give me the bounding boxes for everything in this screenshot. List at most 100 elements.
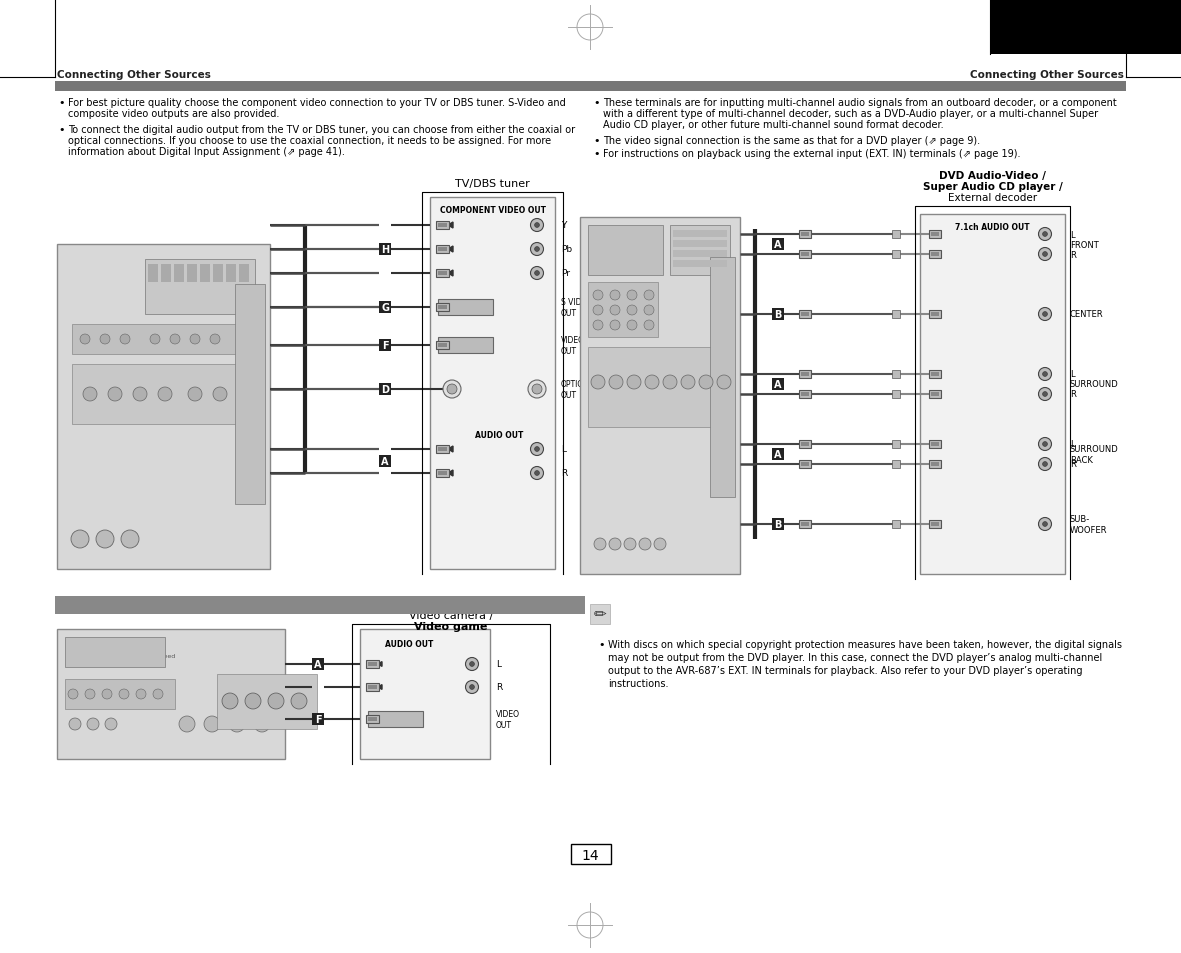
Circle shape bbox=[644, 306, 654, 315]
Bar bbox=[931, 522, 939, 526]
Bar bbox=[437, 272, 446, 275]
Circle shape bbox=[465, 658, 478, 671]
Text: ✏: ✏ bbox=[594, 607, 606, 622]
Bar bbox=[801, 393, 809, 396]
Polygon shape bbox=[807, 313, 811, 317]
Text: with a different type of multi-channel decoder, such as a DVD-Audio player, or a: with a different type of multi-channel d… bbox=[603, 109, 1098, 119]
Circle shape bbox=[68, 689, 78, 700]
Text: R: R bbox=[1070, 251, 1076, 259]
Text: •: • bbox=[58, 125, 65, 135]
Text: H: H bbox=[381, 245, 389, 254]
Bar bbox=[312, 659, 324, 670]
Circle shape bbox=[530, 243, 543, 256]
Text: instructions.: instructions. bbox=[608, 679, 668, 688]
Bar bbox=[892, 311, 900, 318]
Bar bbox=[801, 233, 809, 236]
Text: With discs on which special copyright protection measures have been taken, howev: With discs on which special copyright pr… bbox=[608, 639, 1122, 649]
Text: G: G bbox=[381, 303, 389, 313]
Text: Auto Speed: Auto Speed bbox=[135, 654, 175, 659]
Circle shape bbox=[1043, 462, 1048, 467]
Bar bbox=[239, 265, 249, 283]
Circle shape bbox=[627, 306, 637, 315]
Text: SURROUND
BACK: SURROUND BACK bbox=[1070, 444, 1118, 464]
Bar bbox=[438, 337, 492, 354]
Bar bbox=[931, 373, 939, 376]
Text: For instructions on playback using the external input (EXT. IN) terminals (⇗ pag: For instructions on playback using the e… bbox=[603, 149, 1020, 159]
Bar bbox=[365, 660, 378, 668]
Bar bbox=[436, 470, 449, 477]
Bar bbox=[892, 460, 900, 469]
Circle shape bbox=[639, 538, 651, 551]
Circle shape bbox=[624, 538, 637, 551]
Bar bbox=[801, 253, 809, 256]
Circle shape bbox=[535, 248, 540, 253]
Circle shape bbox=[1043, 522, 1048, 527]
Circle shape bbox=[105, 719, 117, 730]
Circle shape bbox=[120, 531, 139, 548]
Circle shape bbox=[535, 223, 540, 228]
Polygon shape bbox=[448, 247, 454, 253]
Circle shape bbox=[611, 320, 620, 331]
Polygon shape bbox=[448, 447, 454, 453]
Bar bbox=[931, 393, 939, 396]
Bar bbox=[920, 214, 1065, 575]
Text: information about Digital Input Assignment (⇗ page 41).: information about Digital Input Assignme… bbox=[68, 147, 345, 157]
Text: R: R bbox=[1070, 390, 1076, 399]
Text: R: R bbox=[561, 469, 567, 478]
Circle shape bbox=[594, 538, 606, 551]
Bar bbox=[367, 718, 377, 721]
Bar bbox=[367, 685, 377, 689]
Circle shape bbox=[1038, 248, 1051, 261]
Bar bbox=[929, 371, 941, 378]
Circle shape bbox=[188, 388, 202, 401]
Circle shape bbox=[531, 385, 542, 395]
Circle shape bbox=[96, 531, 115, 548]
Bar bbox=[929, 391, 941, 398]
Bar bbox=[312, 713, 324, 725]
Polygon shape bbox=[807, 522, 811, 527]
Circle shape bbox=[85, 689, 94, 700]
Circle shape bbox=[535, 447, 540, 452]
Text: COMPONENT VIDEO OUT: COMPONENT VIDEO OUT bbox=[439, 206, 546, 214]
Bar bbox=[931, 313, 939, 316]
Text: Video game: Video game bbox=[415, 621, 488, 631]
Bar bbox=[436, 446, 449, 454]
Text: L: L bbox=[561, 445, 566, 454]
Circle shape bbox=[158, 388, 172, 401]
Bar bbox=[57, 629, 285, 760]
Polygon shape bbox=[378, 685, 381, 690]
Text: OPTICAL
OUT: OPTICAL OUT bbox=[561, 379, 593, 399]
Text: Pb: Pb bbox=[561, 245, 572, 254]
Text: AUDIO OUT: AUDIO OUT bbox=[475, 431, 523, 439]
Bar bbox=[892, 371, 900, 378]
Circle shape bbox=[154, 689, 163, 700]
Bar bbox=[990, 0, 1181, 55]
Text: •: • bbox=[593, 136, 600, 146]
Bar bbox=[772, 518, 784, 531]
Bar bbox=[590, 604, 611, 624]
Text: SURROUND: SURROUND bbox=[1070, 380, 1118, 389]
Circle shape bbox=[1038, 438, 1051, 451]
Bar bbox=[710, 257, 735, 497]
Polygon shape bbox=[807, 393, 811, 397]
Text: L: L bbox=[496, 659, 501, 669]
Bar bbox=[437, 448, 446, 452]
Circle shape bbox=[611, 291, 620, 301]
Text: output to the AVR-687’s EXT. IN terminals for playback. Also refer to your DVD p: output to the AVR-687’s EXT. IN terminal… bbox=[608, 665, 1083, 676]
Bar bbox=[801, 442, 809, 447]
Circle shape bbox=[717, 375, 731, 390]
Circle shape bbox=[470, 685, 475, 690]
Text: A: A bbox=[775, 240, 782, 250]
Circle shape bbox=[443, 380, 461, 398]
Text: To connect the digital audio output from the TV or DBS tuner, you can choose fro: To connect the digital audio output from… bbox=[68, 125, 575, 135]
Circle shape bbox=[593, 320, 603, 331]
Text: T.S.   DVD   AI: T.S. DVD AI bbox=[72, 654, 115, 659]
Bar bbox=[145, 260, 255, 314]
Text: A: A bbox=[381, 456, 389, 467]
Circle shape bbox=[1043, 253, 1048, 257]
Bar bbox=[161, 265, 171, 283]
Bar bbox=[72, 365, 252, 424]
Text: may not be output from the DVD player. In this case, connect the DVD player’s an: may not be output from the DVD player. I… bbox=[608, 652, 1102, 662]
Bar bbox=[437, 472, 446, 476]
Bar bbox=[436, 222, 449, 230]
